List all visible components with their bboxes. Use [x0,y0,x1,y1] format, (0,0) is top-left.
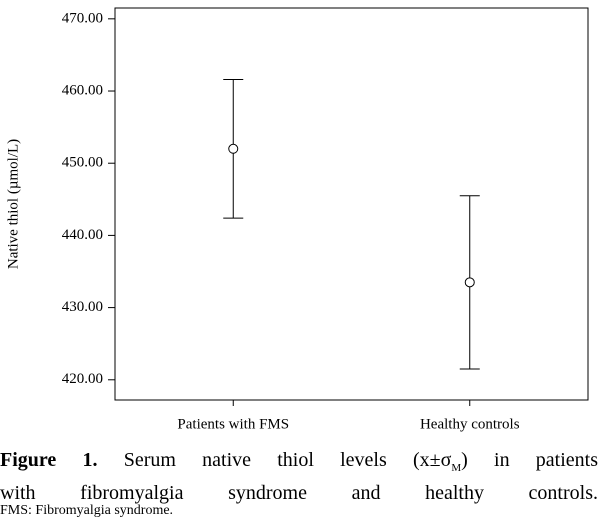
caption-line: with fibromyalgia syndrome and healthy c… [0,482,598,504]
y-axis-label: Native thiol (µmol/L) [5,139,21,269]
mean-point [228,143,239,154]
x-tick-label: Healthy controls [420,416,520,432]
plot-frame [114,7,589,401]
x-tick-label: Patients with FMS [177,416,289,432]
caption: Figure 1. Serum native thiol levels (x±σ… [0,448,598,506]
caption-subscript: M [451,462,462,474]
chart: Native thiol (µmol/L) 420.00 430.00 440.00… [5,7,589,432]
caption-label: Figure 1. [0,449,98,471]
y-tick-label: 460.00 [62,82,103,98]
y-tick-label: 440.00 [62,227,103,243]
y-tick-label: 450.00 [62,155,103,171]
caption-note: FMS: Fibromyalgia syndrome. [0,503,174,518]
y-tick-label: 420.00 [62,371,103,387]
caption-text: Serum native thiol levels (x±σ [123,449,452,471]
caption-line: Figure 1. Serum native thiol levels (x±σ… [0,448,598,481]
y-tick-label: 470.00 [62,10,103,26]
mean-point [464,277,475,288]
caption-text: ) in patients [461,449,598,471]
y-tick-label: 430.00 [62,299,103,315]
